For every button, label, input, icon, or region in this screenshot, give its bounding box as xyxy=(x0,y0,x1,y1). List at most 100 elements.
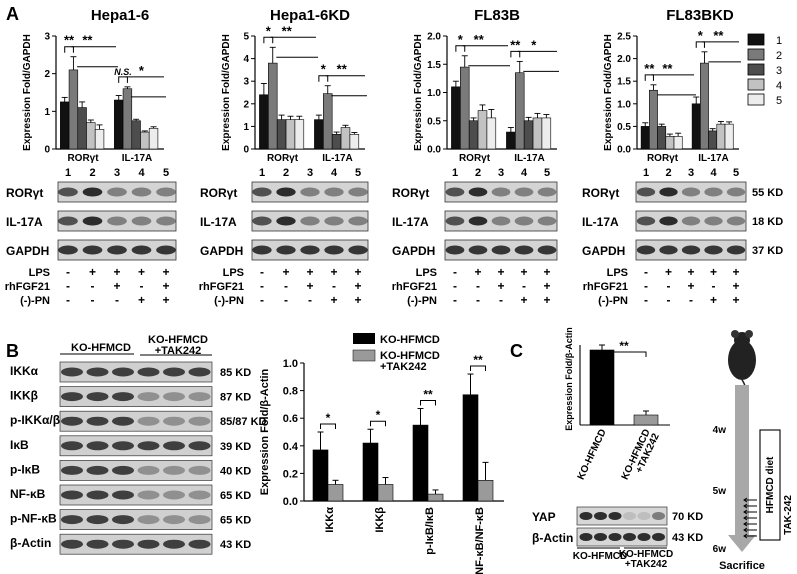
treatment-sign: - xyxy=(284,279,288,293)
y-tick-label: 5 xyxy=(243,32,249,43)
x-tick-label: RORγt xyxy=(459,153,491,164)
lane-number: 1 xyxy=(65,167,71,179)
x-tick-label: p-IκB/IκB xyxy=(424,507,436,555)
treatment-sign: + xyxy=(732,265,739,279)
treatment-sign: + xyxy=(162,265,169,279)
panel-b-western-blots: KO-HFMCD KO-HFMCD +TAK242 IKKα 85 KD IKKβ 87 K… xyxy=(10,334,267,555)
bar xyxy=(691,103,701,150)
blot-band xyxy=(131,245,152,255)
blot-band xyxy=(107,187,127,197)
blot-band xyxy=(276,187,296,197)
blot-band xyxy=(514,245,534,255)
kd-label: 39 KD xyxy=(220,441,251,453)
treatment-sign: - xyxy=(308,293,312,307)
chart-panel-b: Expression Fold/β-Actin 0.0 0.2 0.4 0.6 0.8 1.… xyxy=(259,333,504,574)
blot-band xyxy=(163,392,185,402)
blot-band xyxy=(86,515,109,525)
blot-band xyxy=(137,490,160,500)
bar xyxy=(486,117,497,150)
lane-number: 5 xyxy=(544,167,550,179)
significance-label: * xyxy=(321,62,327,77)
significance-bracket xyxy=(420,400,436,406)
treatment-sign: - xyxy=(667,279,671,293)
mouse-ear xyxy=(731,330,739,338)
treatment-sign: - xyxy=(689,293,693,307)
chart-title: Hepa1-6KD xyxy=(270,7,350,24)
blot-row-label: IKKβ xyxy=(10,389,38,403)
bar xyxy=(462,394,479,502)
bar xyxy=(349,134,360,150)
legend-swatch xyxy=(747,33,765,46)
blot-band xyxy=(537,216,557,226)
bar xyxy=(331,134,342,150)
blot-band xyxy=(681,216,701,226)
y-axis-label: Expression Fold/GAPDH xyxy=(22,34,33,151)
bar xyxy=(259,94,269,150)
blot-group-label: KO-HFMCD +TAK242 xyxy=(619,549,673,570)
blot-row-label: IL-17A xyxy=(582,215,619,229)
blot-band xyxy=(726,187,746,197)
treatment-label: LPS xyxy=(223,267,244,279)
blot-band xyxy=(659,187,678,197)
significance-bracket xyxy=(118,76,128,83)
bar xyxy=(68,69,79,150)
blot-band xyxy=(86,441,109,451)
blot-row-label: RORγt xyxy=(582,186,619,200)
x-tick-label: RORγt xyxy=(647,153,679,164)
legend-swatch xyxy=(747,63,765,76)
treatment-sign: - xyxy=(66,279,70,293)
blot-band xyxy=(324,187,344,197)
bar xyxy=(94,129,105,150)
blot-band xyxy=(188,539,211,549)
blot-strip xyxy=(59,386,213,407)
kd-label: 43 KD xyxy=(672,532,703,544)
y-axis-label: Expression Fold/β-Actin xyxy=(259,368,271,495)
significance-bracket xyxy=(64,46,74,53)
y-tick-label: 0.5 xyxy=(617,122,631,133)
blot-strip xyxy=(576,527,668,547)
treatment-sign: - xyxy=(260,279,264,293)
y-tick-label: 0.4 xyxy=(283,441,299,453)
lane-number: 2 xyxy=(665,167,671,179)
blot-band xyxy=(445,216,465,226)
blot-row-label: GAPDH xyxy=(582,244,625,258)
bar xyxy=(700,62,709,150)
blot-band xyxy=(107,216,127,226)
significance-label: * xyxy=(139,63,145,78)
blot-band xyxy=(163,490,185,500)
blot-band xyxy=(61,441,83,451)
blot-band xyxy=(608,512,622,520)
y-tick-label: 2 xyxy=(44,69,50,80)
blot-band xyxy=(608,533,622,541)
blot-strip xyxy=(59,509,213,530)
blot-strip xyxy=(59,533,213,555)
blot-band xyxy=(704,245,723,255)
lane-number: 3 xyxy=(688,167,694,179)
blot-band xyxy=(652,512,665,520)
treatment-sign: - xyxy=(260,265,264,279)
blot-band xyxy=(61,416,83,426)
significance-bracket xyxy=(601,351,647,357)
blot-band xyxy=(163,465,185,475)
y-tick-label: 2 xyxy=(243,99,249,110)
bar xyxy=(708,130,718,150)
significance-bracket xyxy=(71,46,118,68)
bar xyxy=(327,484,344,502)
significance-bracket xyxy=(510,50,521,58)
bar xyxy=(148,127,159,150)
significance-label: ** xyxy=(510,37,521,52)
treatment-sign: - xyxy=(476,279,480,293)
treatment-label: rhFGF21 xyxy=(392,281,437,293)
lane-number: 4 xyxy=(710,167,717,179)
blot-band xyxy=(324,216,344,226)
treatment-sign: + xyxy=(354,265,361,279)
blot-band xyxy=(636,245,656,255)
blot-band xyxy=(594,533,607,541)
bar xyxy=(323,93,333,150)
significance-label: ** xyxy=(662,61,673,76)
blot-row-label: p-IκB xyxy=(10,462,40,476)
lane-number: 1 xyxy=(259,167,265,179)
significance-bracket xyxy=(325,75,367,97)
treatment-label: rhFGF21 xyxy=(5,281,50,293)
